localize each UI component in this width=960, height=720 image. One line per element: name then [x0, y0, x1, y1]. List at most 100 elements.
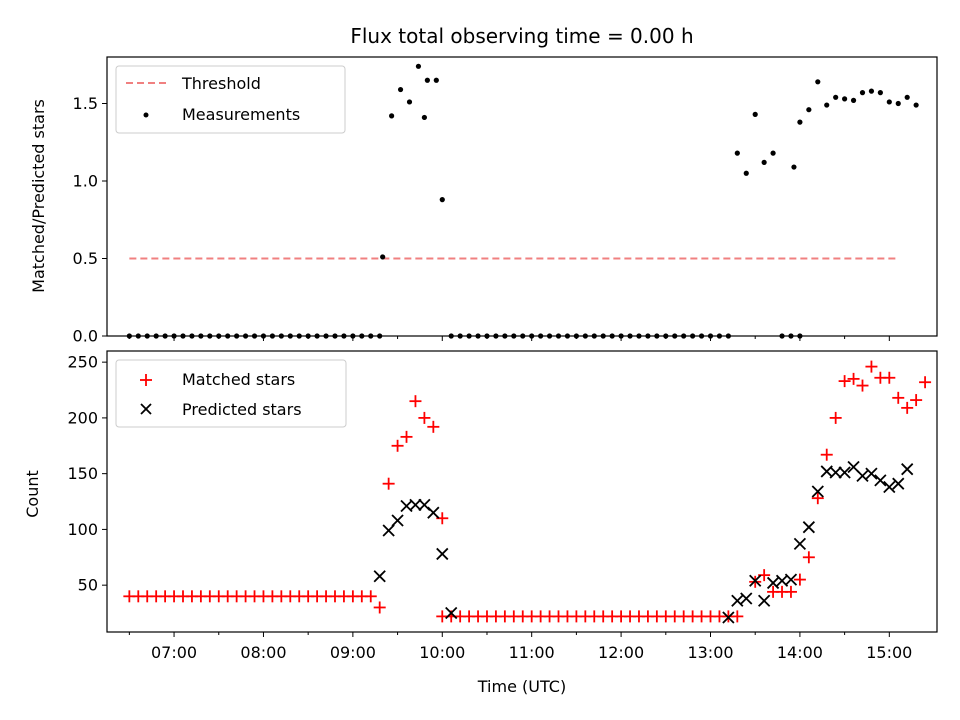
measurement-point: [707, 333, 714, 339]
measurement-point: [752, 111, 758, 117]
matched-star-point: [364, 590, 377, 603]
measurement-point: [314, 333, 320, 339]
measurement-point: [278, 333, 284, 339]
measurement-point: [833, 94, 839, 100]
measurement-point: [681, 333, 687, 339]
measurement-point: [645, 333, 651, 339]
predicted-star-mark-b: [838, 466, 851, 479]
predicted-star-point: [391, 514, 404, 527]
predicted-star-mark-b: [400, 499, 413, 513]
measurement-point: [734, 150, 740, 156]
measurement-point: [389, 113, 395, 119]
measurement-point: [341, 333, 347, 339]
measurement-point: [332, 333, 338, 339]
matched-star-point: [811, 492, 824, 505]
top-y-tick-label: 0.5: [73, 249, 98, 268]
measurement-point: [815, 79, 821, 85]
predicted-star-point: [784, 573, 798, 586]
matched-star-point: [865, 360, 878, 373]
measurement-point: [269, 333, 276, 339]
predicted-star-point: [901, 463, 914, 476]
matched-star-point: [838, 375, 851, 388]
matched-star-point: [919, 376, 932, 389]
matched-star-point: [400, 430, 413, 443]
predicted-star-mark-b: [847, 460, 860, 474]
measurement-point: [600, 333, 606, 339]
x-tick-label: 14:00: [777, 643, 823, 662]
measurement-point: [573, 333, 579, 339]
measurement-point: [323, 333, 329, 339]
predicted-star-point: [436, 547, 449, 561]
predicted-star-point: [373, 570, 386, 583]
measurement-point: [216, 333, 222, 339]
matched-star-point: [892, 391, 905, 404]
measurement-point: [511, 333, 517, 339]
measurement-point: [251, 333, 258, 339]
predicted-star-point: [409, 498, 422, 512]
legend-measurements-swatch: [143, 112, 149, 118]
matched-star-point: [793, 573, 806, 586]
x-tick-label: 12:00: [598, 643, 644, 662]
measurement-point: [850, 97, 857, 103]
measurement-point: [824, 102, 830, 108]
measurement-point: [725, 333, 731, 339]
measurement-point: [564, 333, 571, 339]
measurement-point: [806, 107, 812, 113]
predicted-star-point: [793, 537, 807, 551]
measurement-point: [162, 333, 168, 339]
measurement-point: [582, 333, 588, 339]
top-y-axis-label: Matched/Predicted stars: [29, 99, 48, 293]
measurement-point: [761, 159, 767, 165]
x-tick-label: 09:00: [330, 643, 376, 662]
matched-star-point: [910, 394, 923, 407]
predicted-star-mark-b: [874, 474, 887, 487]
measurement-point: [636, 333, 642, 339]
measurement-point: [770, 150, 776, 156]
predicted-star-mark-b: [382, 524, 395, 537]
measurement-point: [421, 114, 427, 121]
x-tick-label: 10:00: [419, 643, 465, 662]
top-y-tick-label: 0.0: [73, 327, 98, 346]
x-tick-label: 08:00: [240, 643, 286, 662]
matched-star-point: [373, 601, 386, 614]
measurement-point: [380, 254, 386, 260]
predicted-star-mark-b: [436, 547, 449, 561]
measurement-point: [502, 333, 508, 339]
measurement-point: [126, 333, 132, 339]
predicted-star-point: [749, 574, 762, 587]
matched-star-point: [784, 585, 797, 598]
measurement-point: [448, 333, 454, 339]
measurement-point: [350, 333, 356, 339]
predicted-star-mark-b: [829, 466, 842, 479]
predicted-star-mark-b: [749, 574, 762, 587]
legend-measurements-label: Measurements: [182, 105, 300, 124]
predicted-star-mark-b: [793, 537, 807, 551]
measurement-point: [690, 333, 696, 339]
measurement-point: [716, 333, 723, 339]
top-y-tick-label: 1.5: [73, 94, 98, 113]
predicted-star-mark-b: [892, 477, 905, 490]
measurement-point: [466, 333, 472, 339]
bottom-legend-box: [115, 359, 347, 428]
bottom-y-tick-label: 200: [67, 408, 98, 427]
measurement-point: [698, 333, 705, 339]
measurement-point: [484, 333, 490, 339]
measurement-point: [538, 333, 544, 339]
predicted-star-mark-b: [409, 498, 422, 512]
measurement-point: [609, 333, 615, 339]
legend-predicted-label: Predicted stars: [182, 400, 302, 419]
bottom-y-tick-label: 250: [67, 353, 98, 372]
measurement-point: [627, 333, 633, 339]
measurement-point: [397, 86, 404, 93]
predicted-star-mark-b: [865, 467, 878, 480]
measurement-point: [189, 333, 195, 339]
top-plot-layer: 0.0 0.5 1.0 1.5: [73, 63, 919, 346]
predicted-star-point: [892, 477, 905, 490]
predicted-star-mark-b: [391, 514, 404, 527]
bottom-y-tick-label: 50: [78, 576, 98, 595]
measurement-point: [868, 88, 875, 94]
predicted-star-mark-b: [445, 606, 458, 620]
measurement-point: [546, 333, 553, 339]
chart-title: Flux total observing time = 0.00 h: [350, 24, 693, 48]
